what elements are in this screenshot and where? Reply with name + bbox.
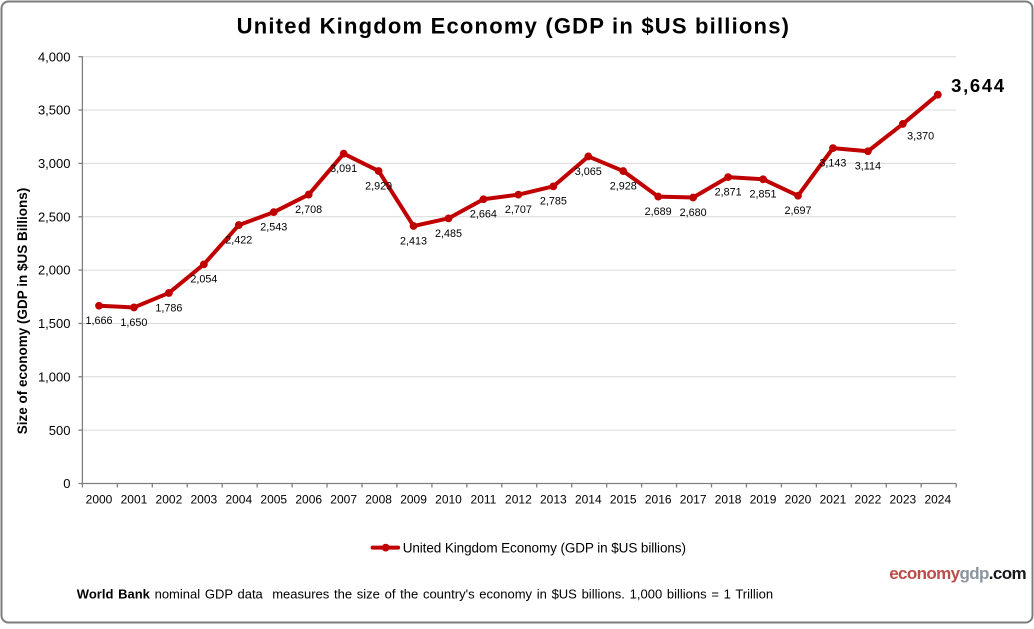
svg-text:2002: 2002 xyxy=(156,492,183,506)
svg-text:2,689: 2,689 xyxy=(645,206,672,218)
svg-text:3,091: 3,091 xyxy=(330,163,357,175)
svg-text:2005: 2005 xyxy=(260,492,287,506)
svg-text:3,065: 3,065 xyxy=(575,166,602,178)
svg-text:2,707: 2,707 xyxy=(505,204,532,216)
svg-text:2024: 2024 xyxy=(924,492,951,506)
svg-text:1,650: 1,650 xyxy=(120,317,147,329)
svg-text:2009: 2009 xyxy=(400,492,427,506)
svg-text:1,500: 1,500 xyxy=(38,316,71,331)
svg-text:500: 500 xyxy=(49,423,71,438)
svg-text:economygdp.com: economygdp.com xyxy=(889,564,1026,583)
svg-text:2006: 2006 xyxy=(295,492,322,506)
svg-text:2,785: 2,785 xyxy=(540,196,567,208)
svg-text:2014: 2014 xyxy=(575,492,602,506)
svg-text:2,929: 2,929 xyxy=(365,180,392,192)
svg-text:3,644: 3,644 xyxy=(951,75,1006,96)
svg-text:2003: 2003 xyxy=(190,492,217,506)
svg-text:2,054: 2,054 xyxy=(190,274,217,286)
svg-text:2012: 2012 xyxy=(505,492,532,506)
svg-text:2,422: 2,422 xyxy=(225,234,252,246)
svg-text:2004: 2004 xyxy=(225,492,252,506)
svg-text:World Bank nominal GDP data m: World Bank nominal GDP data measures the… xyxy=(77,587,773,602)
svg-text:2,928: 2,928 xyxy=(610,180,637,192)
svg-text:2020: 2020 xyxy=(785,492,812,506)
svg-text:Size of economy (GDP in $US Bi: Size of economy (GDP in $US Billions) xyxy=(15,188,30,435)
svg-text:3,114: 3,114 xyxy=(855,161,881,173)
svg-text:1,786: 1,786 xyxy=(155,302,182,314)
svg-text:2015: 2015 xyxy=(610,492,637,506)
svg-text:0: 0 xyxy=(63,476,70,491)
svg-text:2,708: 2,708 xyxy=(295,204,322,216)
svg-text:United Kingdom Economy (GDP in: United Kingdom Economy (GDP in $US billi… xyxy=(403,540,686,555)
svg-text:2,000: 2,000 xyxy=(38,263,71,278)
svg-text:2019: 2019 xyxy=(750,492,777,506)
svg-text:3,000: 3,000 xyxy=(38,156,71,171)
svg-text:2000: 2000 xyxy=(86,492,113,506)
svg-text:4,000: 4,000 xyxy=(38,49,71,64)
svg-text:2017: 2017 xyxy=(680,492,707,506)
svg-text:2,664: 2,664 xyxy=(470,209,497,221)
svg-text:2,543: 2,543 xyxy=(260,222,287,234)
svg-text:2,680: 2,680 xyxy=(680,207,707,219)
svg-text:2010: 2010 xyxy=(435,492,462,506)
svg-text:2,413: 2,413 xyxy=(400,235,427,247)
svg-text:2018: 2018 xyxy=(715,492,742,506)
svg-text:1,000: 1,000 xyxy=(38,369,71,384)
svg-text:2,851: 2,851 xyxy=(750,189,777,201)
svg-text:2,500: 2,500 xyxy=(38,209,71,224)
svg-text:2023: 2023 xyxy=(889,492,916,506)
svg-text:2008: 2008 xyxy=(365,492,392,506)
svg-text:2001: 2001 xyxy=(121,492,148,506)
svg-text:3,370: 3,370 xyxy=(907,131,934,143)
svg-text:2022: 2022 xyxy=(855,492,882,506)
svg-text:United Kingdom Economy (GDP in: United Kingdom Economy (GDP in $US billi… xyxy=(237,13,791,38)
svg-text:2013: 2013 xyxy=(540,492,567,506)
svg-text:2,871: 2,871 xyxy=(715,187,742,199)
svg-text:2007: 2007 xyxy=(330,492,357,506)
svg-text:3,143: 3,143 xyxy=(819,158,846,170)
svg-text:3,500: 3,500 xyxy=(38,103,71,118)
svg-text:1,666: 1,666 xyxy=(85,315,112,327)
svg-text:2016: 2016 xyxy=(645,492,672,506)
svg-text:2011: 2011 xyxy=(471,492,497,506)
svg-text:2021: 2021 xyxy=(820,492,847,506)
svg-text:2,697: 2,697 xyxy=(784,205,811,217)
svg-text:2,485: 2,485 xyxy=(435,228,462,240)
